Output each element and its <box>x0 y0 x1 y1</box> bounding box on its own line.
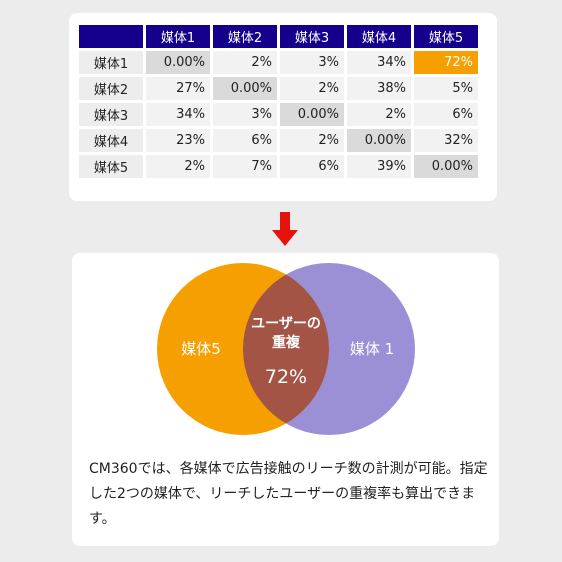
table-cell: 6% <box>213 129 277 152</box>
down-arrow-icon <box>272 212 298 246</box>
table-cell: 3% <box>213 103 277 126</box>
column-header: 媒体5 <box>414 25 478 48</box>
row-header: 媒体3 <box>79 103 143 126</box>
table-corner-cell <box>79 25 143 48</box>
column-header: 媒体3 <box>280 25 344 48</box>
table-cell: 2% <box>280 77 344 100</box>
table-row: 媒体2 27% 0.00% 2% 38% 5% <box>79 77 478 100</box>
table-row: 媒体1 0.00% 2% 3% 34% 72% <box>79 51 478 74</box>
table-cell: 34% <box>146 103 210 126</box>
venn-right-label: 媒体 1 <box>350 340 394 358</box>
table-cell: 2% <box>280 129 344 152</box>
table-cell: 0.00% <box>414 155 478 178</box>
caption-text: CM360では、各媒体で広告接触のリーチ数の計測が可能。指定した2つの媒体で、リ… <box>89 461 488 527</box>
table-cell: 34% <box>347 51 411 74</box>
table-cell: 6% <box>414 103 478 126</box>
row-header: 媒体5 <box>79 155 143 178</box>
table-cell: 0.00% <box>146 51 210 74</box>
table-cell: 5% <box>414 77 478 100</box>
table-cell: 32% <box>414 129 478 152</box>
table-row: 媒体5 2% 7% 6% 39% 0.00% <box>79 155 478 178</box>
venn-overlap-region <box>243 263 329 435</box>
overlap-matrix-table: 媒体1 媒体2 媒体3 媒体4 媒体5 媒体1 0.00% 2% 3% 34% … <box>76 22 481 181</box>
table-cell: 38% <box>347 77 411 100</box>
table-cell: 0.00% <box>280 103 344 126</box>
venn-diagram: 媒体5 媒体 1 ユーザーの 重複 72% <box>157 263 415 435</box>
venn-left-label: 媒体5 <box>181 340 221 358</box>
table-cell: 7% <box>213 155 277 178</box>
table-cell: 2% <box>213 51 277 74</box>
table-cell: 23% <box>146 129 210 152</box>
table-row: 媒体3 34% 3% 0.00% 2% 6% <box>79 103 478 126</box>
table-cell: 39% <box>347 155 411 178</box>
table-cell: 2% <box>146 155 210 178</box>
table-cell: 0.00% <box>213 77 277 100</box>
venn-overlap-title: 重複 <box>272 334 301 351</box>
venn-overlap-value: 72% <box>265 366 307 388</box>
table-row: 媒体4 23% 6% 2% 0.00% 32% <box>79 129 478 152</box>
table-header-row: 媒体1 媒体2 媒体3 媒体4 媒体5 <box>79 25 478 48</box>
table-cell: 3% <box>280 51 344 74</box>
column-header: 媒体2 <box>213 25 277 48</box>
row-header: 媒体2 <box>79 77 143 100</box>
row-header: 媒体4 <box>79 129 143 152</box>
row-header: 媒体1 <box>79 51 143 74</box>
venn-card: 媒体5 媒体 1 ユーザーの 重複 72% CM360では、各媒体で広告接触のリ… <box>72 253 499 546</box>
table-cell: 27% <box>146 77 210 100</box>
table-cell: 6% <box>280 155 344 178</box>
column-header: 媒体4 <box>347 25 411 48</box>
table-cell: 2% <box>347 103 411 126</box>
table-cell: 0.00% <box>347 129 411 152</box>
column-header: 媒体1 <box>146 25 210 48</box>
highlighted-cell: 72% <box>414 51 478 74</box>
overlap-table-card: 媒体1 媒体2 媒体3 媒体4 媒体5 媒体1 0.00% 2% 3% 34% … <box>69 13 497 201</box>
venn-overlap-title: ユーザーの <box>251 316 321 332</box>
